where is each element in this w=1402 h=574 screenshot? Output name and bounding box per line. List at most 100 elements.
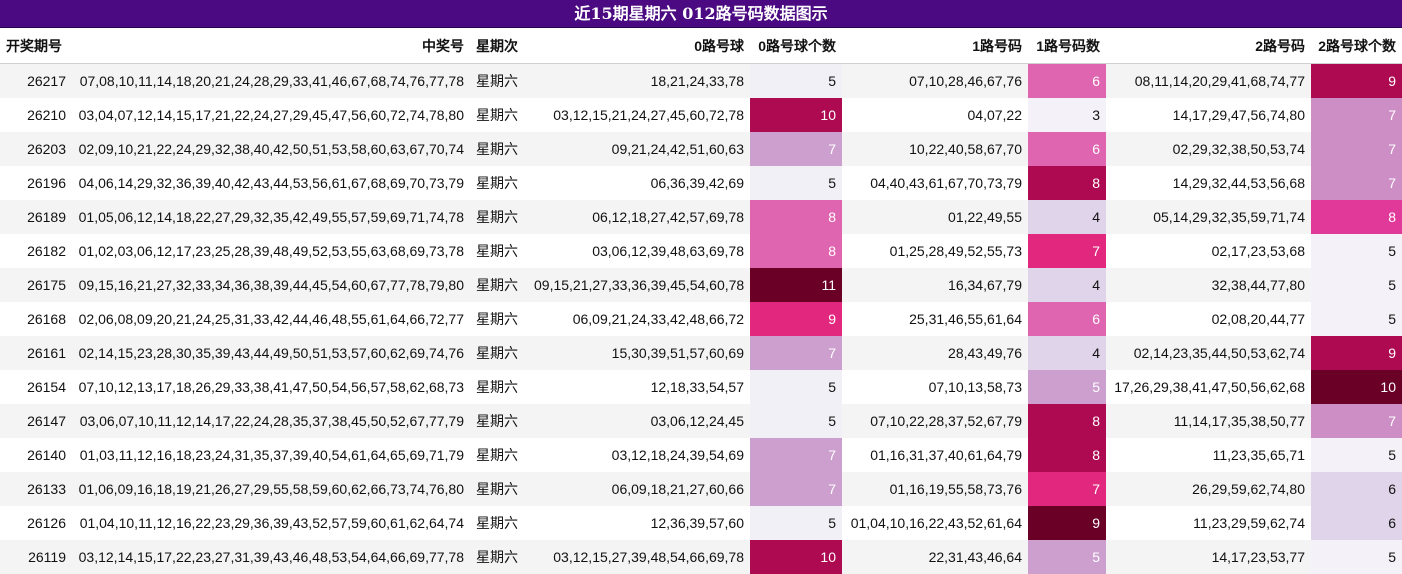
cell-route0-count: 7 bbox=[750, 472, 842, 506]
cell-numbers: 01,04,10,11,12,16,22,23,29,36,39,43,52,5… bbox=[72, 506, 470, 540]
table-row: 26217 07,08,10,11,14,18,20,21,24,28,29,33… bbox=[0, 63, 1402, 98]
cell-numbers: 03,04,07,12,14,15,17,21,22,24,27,29,45,4… bbox=[72, 98, 470, 132]
cell-route2-numbers: 14,29,32,44,53,56,68 bbox=[1106, 166, 1311, 200]
cell-route2-numbers: 14,17,23,53,77 bbox=[1106, 540, 1311, 574]
table-row: 26203 02,09,10,21,22,24,29,32,38,40,42,50… bbox=[0, 132, 1402, 166]
cell-issue: 26126 bbox=[0, 506, 72, 540]
cell-route0-count: 5 bbox=[750, 63, 842, 98]
cell-route1-numbers: 07,10,28,46,67,76 bbox=[842, 63, 1028, 98]
cell-numbers: 09,15,16,21,27,32,33,34,36,38,39,44,45,5… bbox=[72, 268, 470, 302]
cell-route2-count: 6 bbox=[1311, 506, 1402, 540]
cell-route1-numbers: 01,04,10,16,22,43,52,61,64 bbox=[842, 506, 1028, 540]
table-row: 26182 01,02,03,06,12,17,23,25,28,39,48,49… bbox=[0, 234, 1402, 268]
cell-route1-count: 5 bbox=[1028, 540, 1106, 574]
cell-route0-numbers: 03,06,12,39,48,63,69,78 bbox=[528, 234, 750, 268]
cell-route0-count: 5 bbox=[750, 506, 842, 540]
cell-route2-numbers: 32,38,44,77,80 bbox=[1106, 268, 1311, 302]
cell-route0-numbers: 03,12,18,24,39,54,69 bbox=[528, 438, 750, 472]
table-row: 26175 09,15,16,21,27,32,33,34,36,38,39,44… bbox=[0, 268, 1402, 302]
cell-numbers: 01,05,06,12,14,18,22,27,29,32,35,42,49,5… bbox=[72, 200, 470, 234]
cell-numbers: 03,06,07,10,11,12,14,17,22,24,28,35,37,3… bbox=[72, 404, 470, 438]
cell-route2-numbers: 02,29,32,38,50,53,74 bbox=[1106, 132, 1311, 166]
cell-route2-count: 5 bbox=[1311, 234, 1402, 268]
table-row: 26210 03,04,07,12,14,15,17,21,22,24,27,29… bbox=[0, 98, 1402, 132]
cell-route2-count: 5 bbox=[1311, 268, 1402, 302]
cell-numbers: 07,10,12,13,17,18,26,29,33,38,41,47,50,5… bbox=[72, 370, 470, 404]
cell-route2-count: 6 bbox=[1311, 472, 1402, 506]
cell-numbers: 01,06,09,16,18,19,21,26,27,29,55,58,59,6… bbox=[72, 472, 470, 506]
cell-route0-count: 7 bbox=[750, 438, 842, 472]
cell-route1-count: 8 bbox=[1028, 404, 1106, 438]
cell-route2-numbers: 02,14,23,35,44,50,53,62,74 bbox=[1106, 336, 1311, 370]
cell-route0-numbers: 18,21,24,33,78 bbox=[528, 63, 750, 98]
cell-route1-count: 4 bbox=[1028, 268, 1106, 302]
cell-issue: 26189 bbox=[0, 200, 72, 234]
cell-issue: 26196 bbox=[0, 166, 72, 200]
cell-weekday: 星期六 bbox=[470, 132, 528, 166]
header-route2-count: 2路号球个数 bbox=[1311, 28, 1402, 64]
cell-route1-numbers: 10,22,40,58,67,70 bbox=[842, 132, 1028, 166]
cell-weekday: 星期六 bbox=[470, 268, 528, 302]
cell-route2-count: 5 bbox=[1311, 540, 1402, 574]
header-route0-count: 0路号球个数 bbox=[750, 28, 842, 64]
header-route1-count: 1路号码数 bbox=[1028, 28, 1106, 64]
header-numbers: 中奖号 bbox=[72, 28, 470, 64]
cell-route0-numbers: 03,12,15,27,39,48,54,66,69,78 bbox=[528, 540, 750, 574]
cell-issue: 26140 bbox=[0, 438, 72, 472]
header-route2-numbers: 2路号码 bbox=[1106, 28, 1311, 64]
cell-route2-numbers: 08,11,14,20,29,41,68,74,77 bbox=[1106, 63, 1311, 98]
cell-numbers: 03,12,14,15,17,22,23,27,31,39,43,46,48,5… bbox=[72, 540, 470, 574]
cell-route0-numbers: 12,36,39,57,60 bbox=[528, 506, 750, 540]
table-row: 26140 01,03,11,12,16,18,23,24,31,35,37,39… bbox=[0, 438, 1402, 472]
cell-weekday: 星期六 bbox=[470, 472, 528, 506]
cell-route0-count: 10 bbox=[750, 540, 842, 574]
cell-route1-numbers: 16,34,67,79 bbox=[842, 268, 1028, 302]
cell-issue: 26182 bbox=[0, 234, 72, 268]
cell-route1-count: 8 bbox=[1028, 166, 1106, 200]
header-row: 开奖期号 中奖号 星期次 0路号球 0路号球个数 1路号码 1路号码数 2路号码… bbox=[0, 28, 1402, 64]
cell-route2-count: 9 bbox=[1311, 63, 1402, 98]
header-route1-numbers: 1路号码 bbox=[842, 28, 1028, 64]
cell-route0-count: 11 bbox=[750, 268, 842, 302]
cell-weekday: 星期六 bbox=[470, 98, 528, 132]
cell-route1-numbers: 28,43,49,76 bbox=[842, 336, 1028, 370]
cell-weekday: 星期六 bbox=[470, 506, 528, 540]
cell-route1-count: 9 bbox=[1028, 506, 1106, 540]
cell-route2-count: 5 bbox=[1311, 302, 1402, 336]
cell-route1-count: 7 bbox=[1028, 472, 1106, 506]
cell-issue: 26119 bbox=[0, 540, 72, 574]
cell-weekday: 星期六 bbox=[470, 370, 528, 404]
cell-route1-numbers: 04,07,22 bbox=[842, 98, 1028, 132]
header-route0-numbers: 0路号球 bbox=[528, 28, 750, 64]
table-row: 26189 01,05,06,12,14,18,22,27,29,32,35,42… bbox=[0, 200, 1402, 234]
cell-route2-numbers: 26,29,59,62,74,80 bbox=[1106, 472, 1311, 506]
cell-route1-count: 6 bbox=[1028, 63, 1106, 98]
cell-route0-numbers: 09,15,21,27,33,36,39,45,54,60,78 bbox=[528, 268, 750, 302]
cell-route0-count: 5 bbox=[750, 404, 842, 438]
cell-route2-count: 9 bbox=[1311, 336, 1402, 370]
cell-numbers: 04,06,14,29,32,36,39,40,42,43,44,53,56,6… bbox=[72, 166, 470, 200]
cell-route2-count: 5 bbox=[1311, 438, 1402, 472]
cell-route0-count: 8 bbox=[750, 200, 842, 234]
cell-route2-numbers: 17,26,29,38,41,47,50,56,62,68 bbox=[1106, 370, 1311, 404]
page-title: 近15期星期六 012路号码数据图示 bbox=[0, 0, 1402, 28]
cell-weekday: 星期六 bbox=[470, 302, 528, 336]
cell-issue: 26175 bbox=[0, 268, 72, 302]
cell-route2-count: 7 bbox=[1311, 166, 1402, 200]
header-issue: 开奖期号 bbox=[0, 28, 72, 64]
table-row: 26119 03,12,14,15,17,22,23,27,31,39,43,46… bbox=[0, 540, 1402, 574]
cell-issue: 26210 bbox=[0, 98, 72, 132]
cell-route1-numbers: 01,25,28,49,52,55,73 bbox=[842, 234, 1028, 268]
cell-route0-count: 7 bbox=[750, 132, 842, 166]
cell-route2-numbers: 02,17,23,53,68 bbox=[1106, 234, 1311, 268]
cell-route0-count: 7 bbox=[750, 336, 842, 370]
cell-numbers: 07,08,10,11,14,18,20,21,24,28,29,33,41,4… bbox=[72, 63, 470, 98]
cell-route2-numbers: 14,17,29,47,56,74,80 bbox=[1106, 98, 1311, 132]
cell-route1-count: 6 bbox=[1028, 302, 1106, 336]
cell-route1-numbers: 04,40,43,61,67,70,73,79 bbox=[842, 166, 1028, 200]
cell-route2-numbers: 05,14,29,32,35,59,71,74 bbox=[1106, 200, 1311, 234]
cell-weekday: 星期六 bbox=[470, 234, 528, 268]
cell-weekday: 星期六 bbox=[470, 166, 528, 200]
cell-issue: 26203 bbox=[0, 132, 72, 166]
cell-route2-count: 7 bbox=[1311, 132, 1402, 166]
